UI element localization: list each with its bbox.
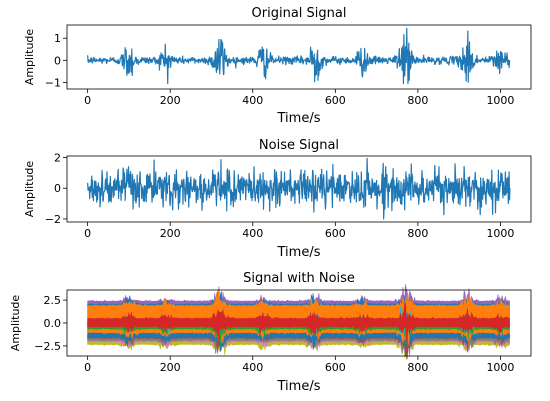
x-tick-label: 200 bbox=[160, 361, 181, 374]
x-tick-label: 600 bbox=[325, 227, 346, 240]
y-tick-label: −1 bbox=[45, 76, 61, 89]
x-tick-label: 1000 bbox=[486, 94, 514, 107]
x-tick-label: 600 bbox=[325, 361, 346, 374]
x-axis-label: Time/s bbox=[277, 245, 321, 260]
x-tick-label: 800 bbox=[407, 227, 428, 240]
y-tick-label: 2.5 bbox=[44, 294, 62, 307]
x-tick-label: 400 bbox=[242, 227, 263, 240]
x-tick-label: 800 bbox=[407, 361, 428, 374]
x-tick-label: 0 bbox=[84, 227, 91, 240]
plot-area bbox=[87, 27, 511, 85]
plot-area bbox=[87, 284, 510, 361]
y-axis: −1 0 1 bbox=[45, 32, 67, 89]
y-tick-label: −2 bbox=[45, 213, 61, 226]
panel-original-signal: Original Signal 0 200 400 600 800 1000 −1 0 1 T… bbox=[23, 6, 532, 126]
series-line bbox=[87, 27, 511, 85]
y-axis: −2.5 0.0 2.5 bbox=[34, 294, 67, 353]
chart-title: Signal with Noise bbox=[243, 271, 355, 286]
chart-title: Original Signal bbox=[252, 6, 347, 21]
axes-frame bbox=[66, 24, 532, 90]
y-tick-label: −2.5 bbox=[34, 340, 61, 353]
x-axis-label: Time/s bbox=[277, 379, 321, 394]
x-axis: 0 200 400 600 800 1000 bbox=[84, 222, 514, 240]
x-tick-label: 0 bbox=[84, 361, 91, 374]
panel-signal-with-noise: Signal with Noise 0 200 400 600 800 1000 −2.5… bbox=[9, 271, 532, 394]
x-axis-label: Time/s bbox=[277, 111, 321, 126]
x-tick-label: 0 bbox=[84, 94, 91, 107]
plot-area bbox=[87, 157, 511, 220]
x-tick-label: 1000 bbox=[486, 361, 514, 374]
x-tick-label: 200 bbox=[160, 227, 181, 240]
y-axis: −2 0 2 bbox=[45, 152, 67, 226]
y-tick-label: 0 bbox=[54, 54, 61, 67]
y-axis-label: Amplitude bbox=[23, 29, 36, 86]
y-tick-label: 1 bbox=[54, 32, 61, 45]
series-band bbox=[87, 301, 510, 349]
x-tick-label: 400 bbox=[242, 361, 263, 374]
y-axis-label: Amplitude bbox=[9, 295, 22, 352]
x-axis: 0 200 400 600 800 1000 bbox=[84, 356, 514, 374]
y-axis-label: Amplitude bbox=[23, 161, 36, 218]
x-axis: 0 200 400 600 800 1000 bbox=[84, 89, 514, 107]
series-line bbox=[87, 157, 511, 220]
x-tick-label: 600 bbox=[325, 94, 346, 107]
panel-noise-signal: Noise Signal 0 200 400 600 800 1000 −2 0 2 Time… bbox=[23, 138, 532, 260]
chart-title: Noise Signal bbox=[259, 138, 339, 153]
y-tick-label: 0 bbox=[54, 182, 61, 195]
x-tick-label: 1000 bbox=[486, 227, 514, 240]
x-tick-label: 400 bbox=[242, 94, 263, 107]
x-tick-label: 800 bbox=[407, 94, 428, 107]
x-tick-label: 200 bbox=[160, 94, 181, 107]
y-tick-label: 2 bbox=[54, 152, 61, 165]
y-tick-label: 0.0 bbox=[44, 317, 62, 330]
axes-frame bbox=[66, 155, 532, 223]
